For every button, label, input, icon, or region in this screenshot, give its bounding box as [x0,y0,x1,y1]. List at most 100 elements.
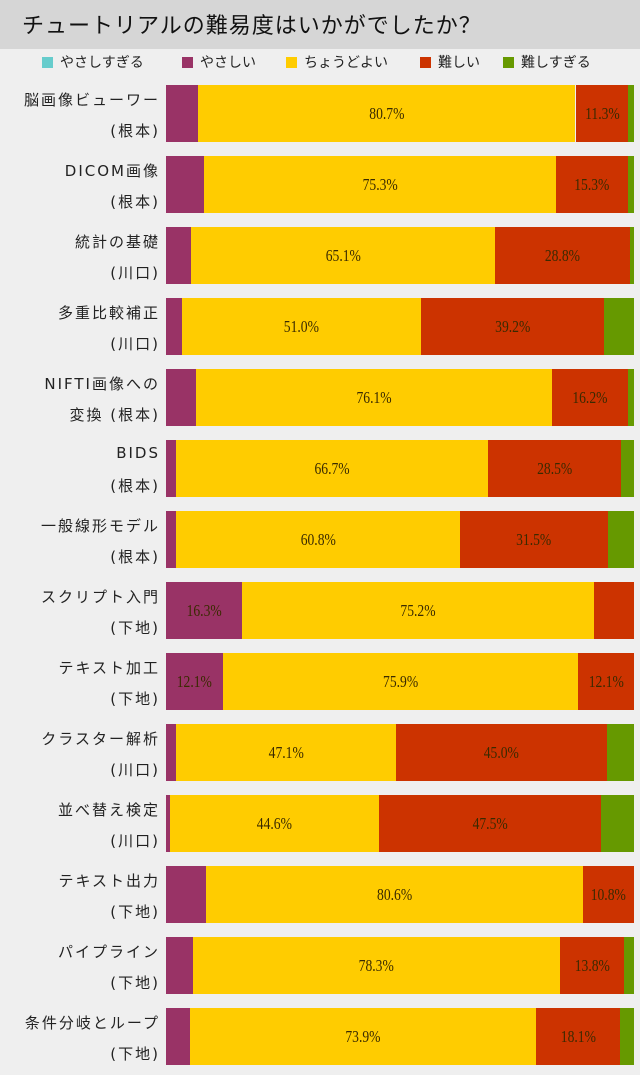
data-label: 73.9% [345,1027,381,1046]
bar-row: 16.3% 75.2% [166,582,634,639]
bar-row: 75.3% 15.3% [166,156,634,213]
bar-segment [197,85,576,142]
legend-item: やさしい [182,52,256,72]
category-label: 並べ替え検定 [57,801,160,819]
data-label: 44.6% [256,814,293,833]
legend-label: ちょうどよい [304,55,388,71]
data-label: 65.1% [325,246,361,265]
category-label: BIDS [116,444,160,462]
data-label: 51.0% [283,317,319,336]
category-label: (根本) [110,477,160,495]
bar-segment [166,937,194,994]
data-label: 66.7% [314,459,350,478]
data-label: 47.5% [472,814,508,833]
category-label: パイプライン [57,943,160,961]
data-label: 10.8% [591,885,627,904]
bar-segment [166,369,196,426]
bar-segment [166,1008,190,1065]
bar-segment [175,511,461,568]
data-label: 75.9% [382,672,418,691]
bar-segment [166,511,176,568]
legend-swatch [42,56,53,68]
data-label: 45.0% [483,743,520,762]
bar-row: 66.7% 28.5% [166,440,634,497]
legend: やさしすぎる やさしい ちょうどよい 難しい 難しすぎる [0,52,640,74]
bar-segment [460,511,608,568]
data-label: 76.1% [356,388,392,407]
chart-header: チュートリアルの難易度はいかがでしたか？ [0,0,640,49]
bar-segment [594,582,634,639]
bar-segment [495,227,631,284]
bar-segment [630,227,634,284]
data-label: 16.2% [572,388,608,407]
data-label: 12.1% [176,672,212,691]
data-label: 18.1% [560,1027,596,1046]
bar-segment [222,653,578,710]
bar-segment [577,653,635,710]
bar-segment [627,156,634,213]
bar-segment [166,795,171,852]
bar-segment [193,937,560,994]
category-label: テキスト出力 [58,872,160,890]
bar-segment [621,440,634,497]
category-label: 変換 (根本) [69,406,160,424]
bar-segment [420,298,605,355]
category-label: (川口) [110,264,160,282]
bar-row: 65.1% 28.8% [166,227,634,284]
data-label: 75.3% [362,175,398,194]
bar-row: 12.1% 75.9% 12.1% [166,653,635,710]
bar-segment [242,582,595,639]
legend-swatch [503,56,514,68]
bar-segment [170,795,379,852]
bar-segment [175,724,397,781]
category-label: NIFTI画像への [44,375,160,393]
category-label: (根本) [110,193,160,211]
category-label: (根本) [110,548,160,566]
category-label: (下地) [110,974,160,992]
data-label: 13.8% [574,956,610,975]
bar-segment [604,298,634,355]
bar-segment [166,156,204,213]
data-label: 80.7% [369,104,405,123]
legend-label: 難しい [438,55,480,71]
bar-segment [575,85,629,142]
legend-item: 難しすぎる [503,52,591,72]
data-label: 78.3% [358,956,394,975]
category-label: (下地) [110,903,160,921]
bar-segment [628,85,634,142]
bar-row: 47.1% 45.0% [166,724,634,781]
bar-segment [535,1008,621,1065]
bar-segment [166,440,176,497]
category-label: (川口) [110,832,160,850]
bar-segment [487,440,622,497]
data-label: 16.3% [186,601,222,620]
bar-segment [559,937,625,994]
category-label: テキスト加工 [58,659,160,677]
category-label: クラスター解析 [41,730,160,748]
bar-segment [378,795,602,852]
bar-row: 51.0% 39.2% [166,298,634,355]
legend-swatch [420,56,431,68]
bar-row: 76.1% 16.2% [166,369,634,426]
category-label: 多重比較補正 [57,304,160,322]
bar-segment [627,369,634,426]
bar-segment [624,937,634,994]
bar-segment [166,227,191,284]
bar-segment [189,1008,536,1065]
bar-segment [166,724,176,781]
category-label: 一般線形モデル [40,517,160,535]
category-label: 条件分岐とループ [24,1014,160,1032]
data-label: 28.8% [545,246,581,265]
data-label: 12.1% [588,672,624,691]
data-label: 28.5% [537,459,573,478]
bar-segment [607,511,634,568]
chart-title: チュートリアルの難易度はいかがでしたか？ [22,14,482,39]
category-label: 脳画像ビューワー [23,91,160,109]
bar-segment [620,1008,634,1065]
bar-segment [166,85,198,142]
legend-label: 難しすぎる [521,55,591,71]
bar-segment [396,724,607,781]
bar-segment [583,866,634,923]
category-label: (根本) [110,122,160,140]
bar-segment [203,156,557,213]
